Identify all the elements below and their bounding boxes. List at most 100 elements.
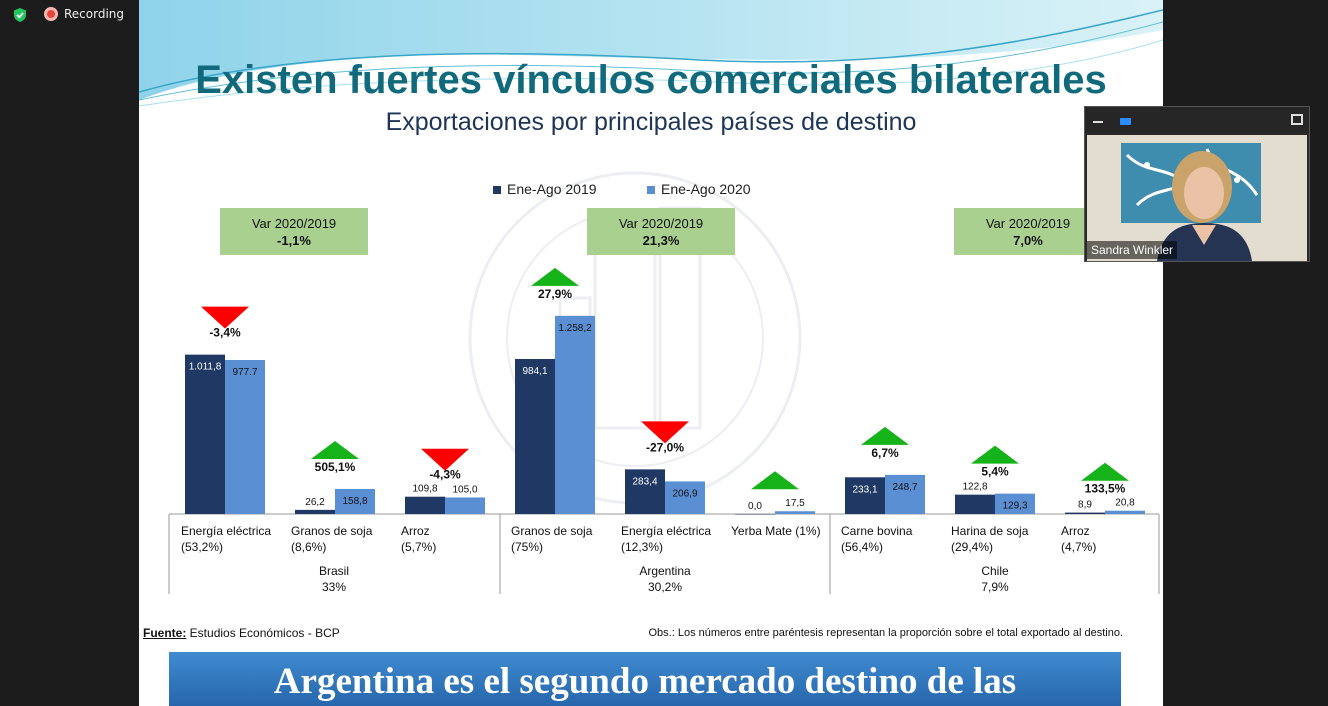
group-country: Chile <box>981 564 1009 578</box>
value-label-2019: 122,8 <box>962 482 987 493</box>
bar-2020 <box>775 511 815 514</box>
bar-2020 <box>225 360 265 514</box>
bar-2019 <box>295 509 335 514</box>
legend-swatch-2019 <box>493 186 501 195</box>
category-name: Energía eléctrica <box>181 524 271 538</box>
bar-2019 <box>735 514 775 515</box>
category-name: Yerba Mate (1%) <box>731 524 821 538</box>
var-box-label: Var 2020/2019 <box>985 216 1071 231</box>
var-box-label: Var 2020/2019 <box>618 216 704 231</box>
var-box-value: 21,3% <box>642 233 680 248</box>
var-box-value: -1,1% <box>277 233 311 248</box>
fullscreen-icon[interactable] <box>1291 114 1303 125</box>
camera-icon[interactable] <box>1120 118 1131 125</box>
legend-2020: Ene-Ago 2020 <box>647 181 751 199</box>
footer-source-label: Fuente: <box>143 626 187 640</box>
value-label-2019: 233,1 <box>852 484 877 495</box>
category-share: (4,7%) <box>1061 540 1096 554</box>
meeting-status-bar: Recording <box>0 0 140 30</box>
up-arrow-icon <box>971 445 1019 464</box>
change-label: 6,7% <box>871 446 899 460</box>
change-label: 505,1% <box>315 460 356 474</box>
value-label-2019: 283,4 <box>632 476 657 487</box>
participant-video-tile[interactable]: Sandra Winkler <box>1084 106 1310 262</box>
legend-label-2019: Ene-Ago 2019 <box>507 181 597 197</box>
up-arrow-icon <box>531 267 579 286</box>
value-label-2019: 0,0 <box>748 501 762 512</box>
category-share: (75%) <box>511 540 543 554</box>
var-box-value: 7,0% <box>1013 233 1043 248</box>
legend-2019: Ene-Ago 2019 <box>493 181 597 199</box>
value-label-2019: 8,9 <box>1078 500 1092 511</box>
change-label: -4,3% <box>429 468 461 482</box>
change-label: 5,4% <box>981 465 1009 479</box>
video-tile-toolbar <box>1085 107 1309 133</box>
category-name: Arroz <box>401 524 430 538</box>
bar-2019 <box>1065 512 1105 514</box>
change-label: -3,4% <box>209 326 241 340</box>
bar-2020 <box>445 497 485 514</box>
bar-2020 <box>885 474 925 514</box>
category-share: (12,3%) <box>621 540 663 554</box>
change-label: -27,0% <box>646 440 684 454</box>
up-arrow-icon <box>751 471 799 490</box>
footer-source: Fuente: Estudios Económicos - BCP <box>143 626 340 640</box>
value-label-2020: 105,0 <box>452 484 477 495</box>
down-arrow-icon <box>641 421 689 444</box>
bar-2019 <box>515 359 555 514</box>
participant-portrait <box>1087 135 1307 261</box>
value-label-2019: 1.011,8 <box>189 362 222 373</box>
minimize-icon[interactable] <box>1093 121 1103 123</box>
footer-obs: Obs.: Los números entre paréntesis repre… <box>648 627 1124 639</box>
bar-2019 <box>625 469 665 514</box>
exports-bar-chart: 1.011,8 977.7 -3,4% Energía eléctrica (53,2%… <box>168 267 1160 594</box>
category-share: (56,4%) <box>841 540 883 554</box>
value-label-2020: 17,5 <box>785 498 805 509</box>
group-share: 33% <box>322 580 346 594</box>
category-name: Carne bovina <box>841 524 913 538</box>
category-name: Granos de soja <box>291 524 373 538</box>
value-label-2019: 109,8 <box>412 484 437 495</box>
group-share: 7,9% <box>981 580 1009 594</box>
bar-2019 <box>185 354 225 514</box>
category-share: (53,2%) <box>181 540 223 554</box>
category-name: Harina de soja <box>951 524 1029 538</box>
bar-2020 <box>555 315 595 514</box>
var-box-argentina: Var 2020/2019 21,3% <box>587 208 735 255</box>
change-label: 133,5% <box>1085 482 1126 496</box>
bar-2019 <box>845 477 885 514</box>
var-box-brasil: Var 2020/2019 -1,1% <box>220 208 368 255</box>
group-share: 30,2% <box>648 580 682 594</box>
up-arrow-icon <box>1081 462 1129 481</box>
participant-video <box>1087 135 1307 261</box>
category-name: Energía eléctrica <box>621 524 711 538</box>
bar-2020 <box>995 493 1035 514</box>
header-wave-decoration <box>139 0 1163 107</box>
footer-source-text: Estudios Económicos - BCP <box>186 626 340 640</box>
legend-label-2020: Ene-Ago 2020 <box>661 181 751 197</box>
record-dot-icon <box>44 7 58 21</box>
category-share: (8,6%) <box>291 540 326 554</box>
next-slide-banner: Argentina es el segundo mercado destino … <box>169 652 1121 706</box>
value-label-2020: 158,8 <box>342 496 367 507</box>
value-label-2020: 206,9 <box>672 488 697 499</box>
group-country: Brasil <box>319 564 349 578</box>
category-share: (29,4%) <box>951 540 993 554</box>
shared-slide: Existen fuertes vínculos comerciales bil… <box>139 0 1163 706</box>
shield-check-icon[interactable] <box>12 7 28 23</box>
bar-2020 <box>1105 510 1145 514</box>
value-label-2019: 984,1 <box>522 366 547 377</box>
legend-swatch-2020 <box>647 186 655 195</box>
value-label-2020: 977.7 <box>232 367 257 378</box>
down-arrow-icon <box>201 306 249 329</box>
participant-name: Sandra Winkler <box>1087 241 1178 259</box>
recording-label[interactable]: Recording <box>64 7 125 21</box>
value-label-2019: 26,2 <box>305 497 325 508</box>
bar-2019 <box>955 494 995 514</box>
var-box-chile: Var 2020/2019 7,0% <box>954 208 1102 255</box>
var-box-label: Var 2020/2019 <box>251 216 337 231</box>
up-arrow-icon <box>311 440 359 459</box>
bar-2020 <box>335 488 375 514</box>
value-label-2020: 129,3 <box>1002 501 1027 512</box>
category-name: Granos de soja <box>511 524 593 538</box>
